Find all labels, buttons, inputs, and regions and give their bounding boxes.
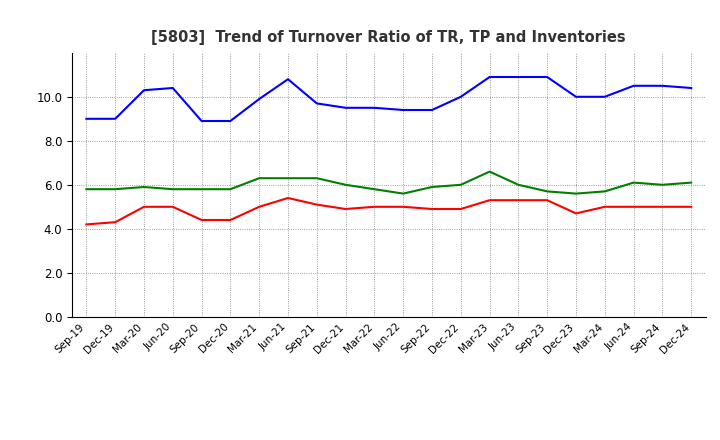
Inventories: [572, 191, 580, 196]
Trade Payables: [255, 96, 264, 102]
Trade Payables: [341, 105, 350, 110]
Trade Receivables: [428, 206, 436, 212]
Trade Receivables: [197, 217, 206, 223]
Trade Payables: [629, 83, 638, 88]
Inventories: [399, 191, 408, 196]
Trade Receivables: [255, 204, 264, 209]
Inventories: [82, 187, 91, 192]
Inventories: [600, 189, 609, 194]
Line: Trade Payables: Trade Payables: [86, 77, 691, 121]
Inventories: [514, 182, 523, 187]
Inventories: [255, 176, 264, 181]
Inventories: [111, 187, 120, 192]
Trade Payables: [514, 74, 523, 80]
Trade Payables: [82, 116, 91, 121]
Title: [5803]  Trend of Turnover Ratio of TR, TP and Inventories: [5803] Trend of Turnover Ratio of TR, TP…: [151, 29, 626, 45]
Trade Payables: [197, 118, 206, 124]
Inventories: [168, 187, 177, 192]
Trade Receivables: [687, 204, 696, 209]
Trade Receivables: [140, 204, 148, 209]
Inventories: [197, 187, 206, 192]
Trade Payables: [485, 74, 494, 80]
Inventories: [428, 184, 436, 190]
Inventories: [687, 180, 696, 185]
Trade Payables: [168, 85, 177, 91]
Trade Receivables: [370, 204, 379, 209]
Inventories: [226, 187, 235, 192]
Inventories: [456, 182, 465, 187]
Line: Inventories: Inventories: [86, 172, 691, 194]
Inventories: [485, 169, 494, 174]
Inventories: [370, 187, 379, 192]
Trade Receivables: [572, 211, 580, 216]
Inventories: [543, 189, 552, 194]
Trade Receivables: [168, 204, 177, 209]
Trade Payables: [687, 85, 696, 91]
Trade Payables: [140, 88, 148, 93]
Inventories: [140, 184, 148, 190]
Line: Trade Receivables: Trade Receivables: [86, 198, 691, 224]
Trade Receivables: [543, 198, 552, 203]
Trade Payables: [428, 107, 436, 113]
Trade Receivables: [485, 198, 494, 203]
Trade Receivables: [226, 217, 235, 223]
Trade Receivables: [312, 202, 321, 207]
Inventories: [284, 176, 292, 181]
Trade Payables: [312, 101, 321, 106]
Inventories: [629, 180, 638, 185]
Trade Receivables: [111, 220, 120, 225]
Trade Receivables: [629, 204, 638, 209]
Trade Payables: [226, 118, 235, 124]
Trade Receivables: [658, 204, 667, 209]
Inventories: [341, 182, 350, 187]
Inventories: [658, 182, 667, 187]
Trade Receivables: [600, 204, 609, 209]
Trade Payables: [456, 94, 465, 99]
Trade Payables: [543, 74, 552, 80]
Trade Payables: [284, 77, 292, 82]
Inventories: [312, 176, 321, 181]
Trade Receivables: [82, 222, 91, 227]
Trade Payables: [658, 83, 667, 88]
Trade Payables: [370, 105, 379, 110]
Trade Receivables: [341, 206, 350, 212]
Trade Receivables: [456, 206, 465, 212]
Trade Payables: [572, 94, 580, 99]
Trade Payables: [600, 94, 609, 99]
Trade Receivables: [514, 198, 523, 203]
Trade Payables: [399, 107, 408, 113]
Trade Receivables: [284, 195, 292, 201]
Trade Payables: [111, 116, 120, 121]
Trade Receivables: [399, 204, 408, 209]
